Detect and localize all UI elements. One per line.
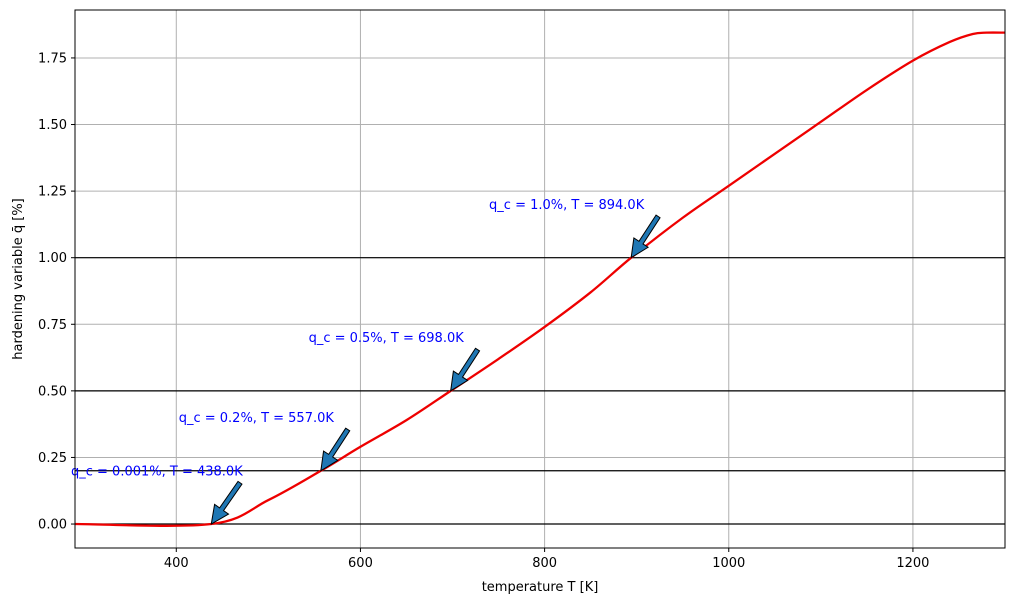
annotation-arrow: [210, 480, 243, 525]
x-tick-label: 600: [348, 556, 373, 571]
x-tick-label: 400: [164, 556, 189, 571]
annotation-arrow: [450, 347, 481, 392]
y-tick-label: 0.50: [38, 384, 67, 399]
plot-frame: [74, 9, 1006, 549]
y-tick-label: 0.25: [38, 451, 67, 466]
annotation-arrow: [320, 427, 351, 472]
horizontal-reference-lines: [75, 257, 1005, 525]
x-axis-ticks: 400 600 800 1000 1200: [164, 548, 929, 571]
y-tick-label: 1.00: [38, 251, 67, 266]
y-tick-label: 0.00: [38, 518, 67, 533]
x-tick-label: 1200: [896, 556, 929, 571]
y-tick-label: 1.25: [38, 185, 67, 200]
annotation-label: q_c = 0.001%, T = 438.0K: [71, 464, 243, 479]
y-tick-label: 0.75: [38, 318, 67, 333]
y-axis-label: hardening variable q̄ [%]: [11, 198, 26, 360]
plot-background: [75, 10, 1005, 548]
annotation-labels: q_c = 0.001%, T = 438.0K q_c = 0.2%, T = …: [71, 198, 645, 479]
annotation-label: q_c = 1.0%, T = 894.0K: [489, 198, 645, 213]
x-axis-label: temperature T [K]: [482, 580, 599, 595]
annotation-arrow: [630, 214, 661, 259]
annotation-label: q_c = 0.2%, T = 557.0K: [179, 411, 335, 426]
annotation-label: q_c = 0.5%, T = 698.0K: [309, 331, 465, 346]
y-axis-ticks: 0.00 0.25 0.50 0.75 1.00 1.25 1.50 1.75: [38, 51, 75, 533]
y-tick-label: 1.75: [38, 51, 67, 66]
y-tick-label: 1.50: [38, 118, 67, 133]
x-tick-label: 800: [532, 556, 557, 571]
annotation-arrows: [210, 214, 661, 525]
x-tick-label: 1000: [712, 556, 745, 571]
